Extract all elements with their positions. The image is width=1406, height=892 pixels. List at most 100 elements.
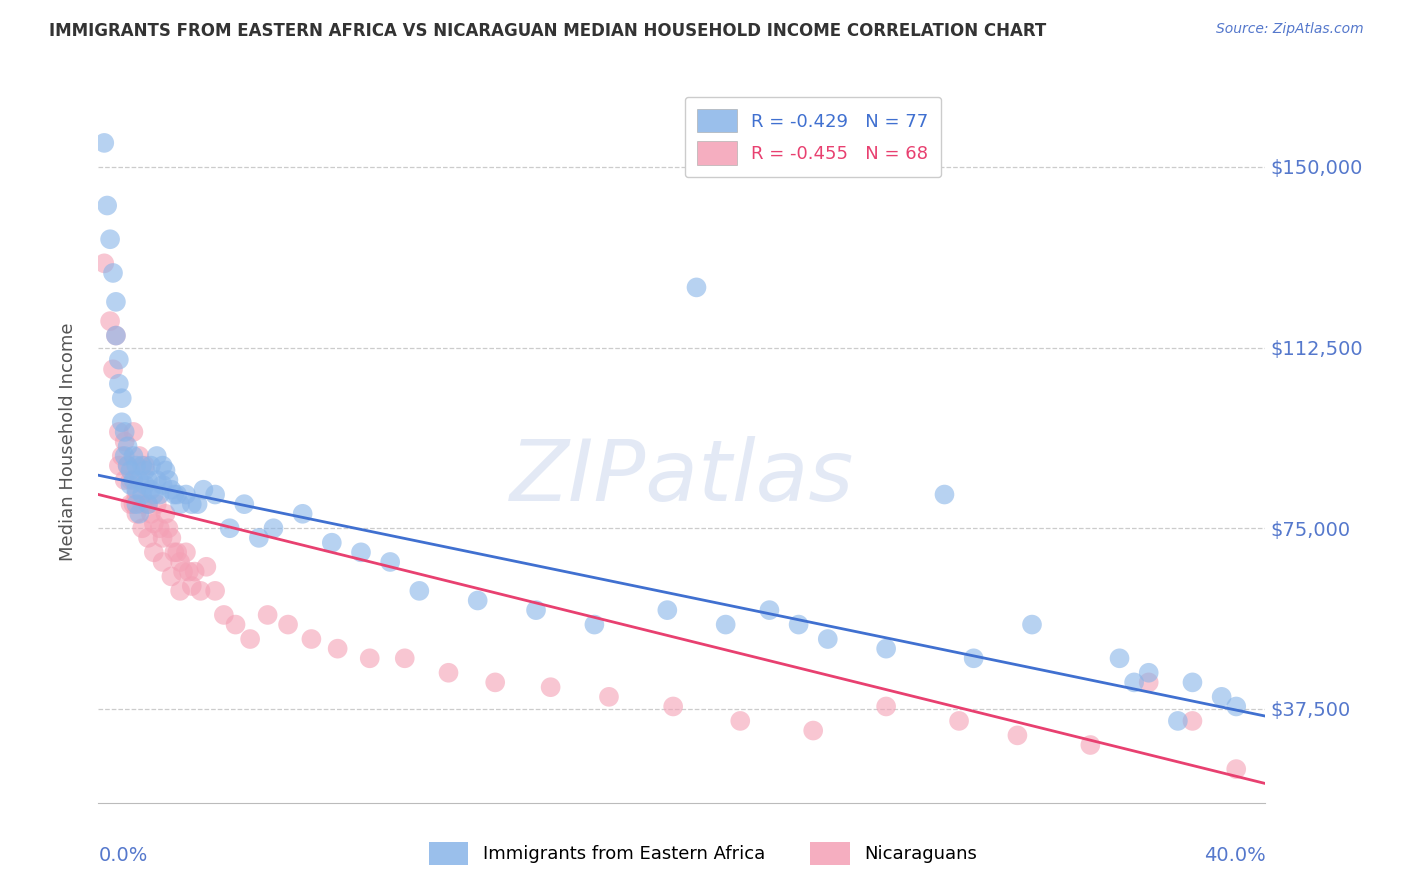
Point (962, 651, 984, 665)
Text: IMMIGRANTS FROM EASTERN AFRICA VS NICARAGUAN MEDIAN HOUSEHOLD INCOME CORRELATION: IMMIGRANTS FROM EASTERN AFRICA VS NICARA… (49, 22, 1046, 40)
Point (104, 328, 127, 343)
Point (1167, 714, 1189, 728)
Point (326, 641, 349, 656)
Point (1181, 675, 1204, 690)
Point (583, 617, 606, 632)
Point (163, 487, 186, 501)
Point (204, 583, 226, 598)
Point (948, 714, 970, 728)
Point (111, 449, 134, 463)
Point (1137, 675, 1160, 690)
Text: 0.0%: 0.0% (98, 847, 148, 865)
Point (291, 507, 314, 521)
Point (163, 545, 186, 559)
Point (169, 583, 191, 598)
Point (166, 487, 188, 501)
Point (380, 555, 402, 569)
Point (152, 458, 174, 473)
Point (120, 463, 142, 477)
Point (125, 483, 148, 497)
Point (152, 478, 174, 492)
Point (169, 497, 191, 511)
Point (875, 641, 897, 656)
Point (101, 266, 124, 280)
Point (128, 449, 150, 463)
Point (134, 458, 156, 473)
Point (714, 617, 737, 632)
Point (122, 473, 145, 487)
Point (657, 603, 679, 617)
Point (152, 555, 174, 569)
Point (139, 458, 162, 473)
Text: ZIPatlas: ZIPatlas (510, 436, 853, 519)
Point (122, 497, 145, 511)
Point (350, 545, 373, 559)
Point (524, 603, 547, 617)
Point (177, 565, 200, 579)
Point (98, 314, 121, 328)
Point (157, 473, 180, 487)
Point (146, 473, 169, 487)
Point (730, 714, 752, 728)
Point (131, 487, 153, 501)
Point (299, 632, 322, 646)
Point (359, 651, 381, 665)
Point (108, 458, 131, 473)
Point (122, 449, 145, 463)
Point (1007, 728, 1029, 742)
Point (104, 294, 127, 309)
Legend: Immigrants from Eastern Africa, Nicaraguans: Immigrants from Eastern Africa, Nicaragu… (419, 833, 987, 874)
Point (160, 483, 183, 497)
Point (136, 497, 159, 511)
Point (190, 583, 212, 598)
Point (934, 487, 956, 501)
Point (120, 478, 142, 492)
Point (540, 680, 562, 694)
Point (1021, 617, 1043, 632)
Point (108, 376, 131, 391)
Point (875, 699, 897, 714)
Point (142, 516, 165, 531)
Point (108, 425, 131, 439)
Point (1211, 690, 1233, 704)
Point (195, 559, 218, 574)
Point (136, 531, 159, 545)
Point (136, 497, 159, 511)
Point (183, 565, 205, 579)
Point (117, 458, 139, 473)
Point (155, 463, 177, 477)
Point (277, 617, 299, 632)
Point (817, 632, 839, 646)
Point (93, 136, 115, 150)
Point (758, 603, 780, 617)
Point (114, 425, 136, 439)
Point (1080, 738, 1102, 752)
Point (467, 593, 489, 607)
Point (174, 545, 197, 559)
Point (239, 632, 262, 646)
Point (128, 473, 150, 487)
Point (787, 617, 810, 632)
Point (204, 487, 226, 501)
Point (146, 497, 169, 511)
Point (134, 463, 156, 477)
Point (93, 256, 115, 270)
Point (155, 507, 177, 521)
Point (136, 473, 159, 487)
Point (193, 483, 215, 497)
Point (111, 391, 134, 405)
Point (598, 690, 620, 704)
Point (180, 497, 202, 511)
Point (169, 555, 191, 569)
Point (142, 545, 165, 559)
Point (321, 535, 343, 549)
Point (134, 478, 156, 492)
Point (120, 497, 142, 511)
Point (437, 665, 460, 680)
Point (142, 487, 165, 501)
Point (139, 507, 162, 521)
Point (157, 521, 180, 535)
Point (104, 328, 127, 343)
Point (484, 675, 506, 690)
Point (131, 521, 153, 535)
